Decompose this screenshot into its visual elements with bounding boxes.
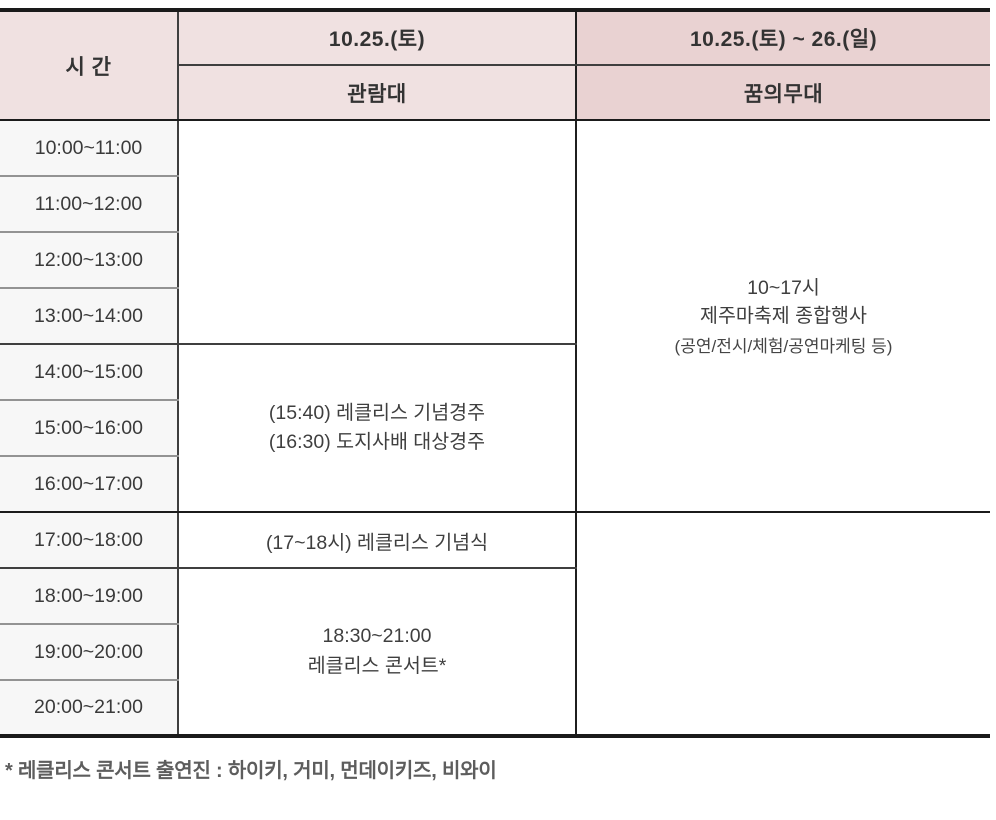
cell-grandstand-races: (15:40) 레클리스 기념경주 (16:30) 도지사배 대상경주 bbox=[178, 344, 577, 513]
table-row: 11:00~12:00 bbox=[0, 176, 990, 233]
dream-event-detail: (공연/전시/체험/공연마케팅 등) bbox=[674, 336, 893, 356]
cell-grandstand-empty-morning bbox=[178, 120, 577, 345]
table-row: 19:00~20:00 bbox=[0, 624, 990, 681]
time-slot-10: 10:00~11:00 bbox=[0, 120, 179, 177]
table-row: 15:00~16:00 bbox=[0, 400, 990, 457]
time-slot-11: 11:00~12:00 bbox=[0, 176, 179, 233]
cell-grandstand-concert: 18:30~21:00 레클리스 콘서트* bbox=[178, 568, 577, 736]
schedule-table: 시 간 10.25.(토) 10.25.(토) ~ 26.(일) 관람대 꿈의무… bbox=[0, 8, 990, 738]
time-slot-18: 18:00~19:00 bbox=[0, 568, 179, 625]
table-header: 시 간 10.25.(토) 10.25.(토) ~ 26.(일) 관람대 꿈의무… bbox=[0, 10, 990, 121]
header-date-weekend: 10.25.(토) ~ 26.(일) bbox=[576, 10, 990, 66]
table-row: 13:00~14:00 bbox=[0, 288, 990, 345]
table-body: 10:00~11:00 10~17시 제주마축제 종합행사 (공연/전시/체험/… bbox=[0, 120, 990, 736]
time-slot-15: 15:00~16:00 bbox=[0, 400, 179, 457]
table-row: 20:00~21:00 bbox=[0, 680, 990, 736]
table-row: 14:00~15:00 (15:40) 레클리스 기념경주 (16:30) 도지… bbox=[0, 344, 990, 513]
header-date-saturday: 10.25.(토) bbox=[178, 10, 577, 66]
header-venue-grandstand: 관람대 bbox=[178, 65, 577, 121]
concert-lineup-footnote: * 레클리스 콘서트 출연진 : 하이키, 거미, 먼데이키즈, 비와이 bbox=[5, 760, 497, 782]
time-slot-17: 17:00~18:00 bbox=[0, 512, 179, 569]
time-slot-16: 16:00~17:00 bbox=[0, 456, 179, 513]
time-slot-14: 14:00~15:00 bbox=[0, 344, 179, 401]
cell-dream-stage-festival: 10~17시 제주마축제 종합행사 (공연/전시/체험/공연마케팅 등) bbox=[576, 120, 990, 513]
cell-dream-stage-empty-evening bbox=[576, 512, 990, 736]
table-row: 18:00~19:00 18:30~21:00 레클리스 콘서트* bbox=[0, 568, 990, 736]
time-slot-20: 20:00~21:00 bbox=[0, 680, 179, 736]
time-slot-12: 12:00~13:00 bbox=[0, 232, 179, 289]
header-time-column: 시 간 bbox=[0, 10, 179, 121]
table-row: 16:00~17:00 bbox=[0, 456, 990, 513]
header-venue-dream-stage: 꿈의무대 bbox=[576, 65, 990, 121]
dream-event-time: 10~17시 bbox=[747, 277, 820, 300]
time-slot-19: 19:00~20:00 bbox=[0, 624, 179, 681]
time-slot-13: 13:00~14:00 bbox=[0, 288, 179, 345]
table-row: 12:00~13:00 bbox=[0, 232, 990, 289]
table-row: 10:00~11:00 10~17시 제주마축제 종합행사 (공연/전시/체험/… bbox=[0, 120, 990, 513]
table-row: 17:00~18:00 (17~18시) 레클리스 기념식 bbox=[0, 512, 990, 736]
dream-event-title: 제주마축제 종합행사 bbox=[700, 305, 867, 328]
cell-grandstand-ceremony: (17~18시) 레클리스 기념식 bbox=[178, 512, 577, 569]
